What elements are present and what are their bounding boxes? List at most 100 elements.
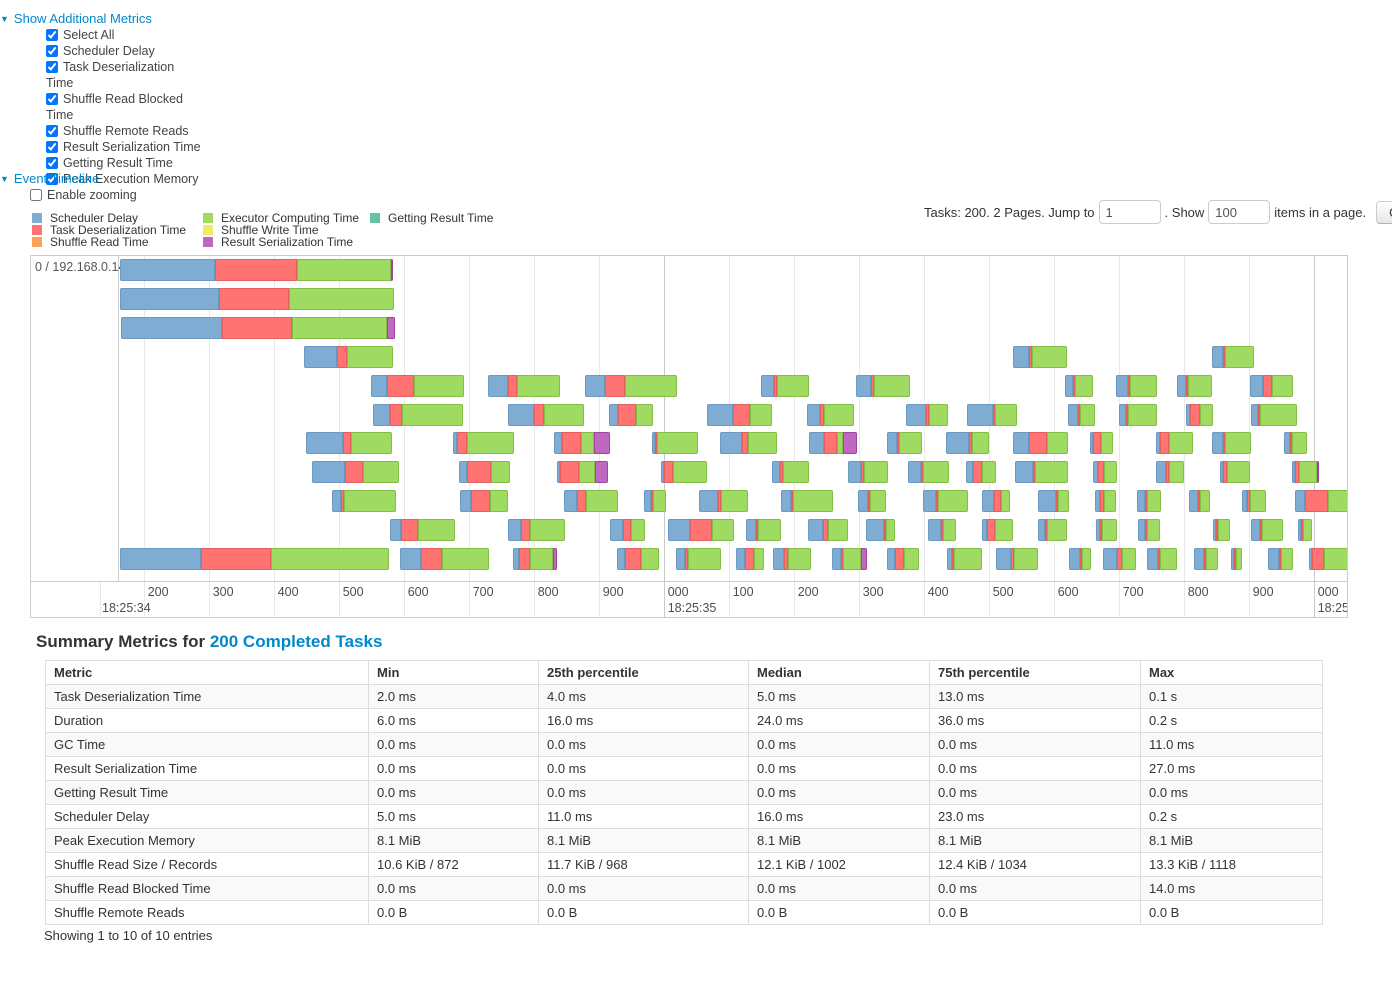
task-bar[interactable]: [487, 375, 561, 397]
jump-to-page-input[interactable]: [1098, 200, 1161, 224]
event-timeline-toggle[interactable]: ▼ Event Timeline: [0, 171, 99, 186]
task-bar[interactable]: [676, 548, 721, 570]
task-bar[interactable]: [1038, 490, 1069, 512]
task-bar[interactable]: [735, 548, 764, 570]
task-bar[interactable]: [121, 317, 395, 339]
task-bar[interactable]: [945, 432, 990, 454]
task-bar[interactable]: [1013, 432, 1068, 454]
task-bar[interactable]: [1102, 548, 1137, 570]
items-per-page-input[interactable]: [1208, 200, 1271, 224]
metric-checkbox[interactable]: [46, 29, 58, 41]
task-bar[interactable]: [905, 404, 949, 426]
task-bar[interactable]: [660, 461, 708, 483]
task-bar[interactable]: [808, 519, 849, 541]
metric-checkbox[interactable]: [46, 141, 58, 153]
task-bar[interactable]: [120, 548, 390, 570]
task-bar[interactable]: [1188, 490, 1211, 512]
task-bar[interactable]: [966, 461, 996, 483]
task-bar[interactable]: [1219, 461, 1251, 483]
task-bar[interactable]: [120, 288, 394, 310]
task-bar[interactable]: [1291, 461, 1319, 483]
metric-checkbox[interactable]: [46, 93, 58, 105]
task-bar[interactable]: [390, 519, 456, 541]
task-bar[interactable]: [832, 548, 868, 570]
go-button[interactable]: Go: [1376, 200, 1392, 224]
task-bar[interactable]: [1095, 490, 1116, 512]
task-bar[interactable]: [982, 519, 1013, 541]
task-bar[interactable]: [508, 519, 565, 541]
task-bar[interactable]: [1297, 519, 1312, 541]
task-bar[interactable]: [720, 432, 778, 454]
task-bar[interactable]: [1156, 461, 1185, 483]
task-bar[interactable]: [855, 375, 911, 397]
task-bar[interactable]: [982, 490, 1011, 512]
task-bar[interactable]: [305, 432, 393, 454]
task-bar[interactable]: [781, 490, 834, 512]
task-bar[interactable]: [1250, 519, 1284, 541]
task-bar[interactable]: [1250, 375, 1294, 397]
task-bar[interactable]: [1093, 461, 1118, 483]
task-bar[interactable]: [1068, 404, 1096, 426]
metric-checkbox-item[interactable]: Getting Result Time: [46, 155, 206, 171]
task-bar[interactable]: [1268, 548, 1293, 570]
metric-checkbox-item[interactable]: Peak Execution Memory: [46, 171, 206, 187]
completed-tasks-link[interactable]: 200 Completed Tasks: [209, 632, 383, 651]
metric-checkbox-item[interactable]: Shuffle Read Blocked Time: [46, 91, 206, 123]
metric-checkbox[interactable]: [46, 173, 58, 185]
task-bar[interactable]: [1137, 519, 1161, 541]
task-bar[interactable]: [1213, 519, 1230, 541]
task-bar[interactable]: [585, 375, 677, 397]
task-bar[interactable]: [771, 461, 810, 483]
task-bar[interactable]: [865, 519, 895, 541]
task-bar[interactable]: [507, 404, 585, 426]
metric-checkbox-item[interactable]: Select All: [46, 27, 206, 43]
task-bar[interactable]: [760, 375, 810, 397]
enable-zooming-option[interactable]: Enable zooming: [30, 188, 137, 202]
task-bar[interactable]: [1242, 490, 1267, 512]
task-bar[interactable]: [1156, 432, 1194, 454]
task-bar[interactable]: [1096, 519, 1117, 541]
task-bar[interactable]: [1185, 404, 1213, 426]
task-bar[interactable]: [907, 461, 949, 483]
task-bar[interactable]: [706, 404, 773, 426]
task-bar[interactable]: [652, 432, 698, 454]
task-bar[interactable]: [1013, 346, 1068, 368]
task-bar[interactable]: [807, 404, 855, 426]
task-bar[interactable]: [1212, 432, 1251, 454]
metric-checkbox-item[interactable]: Result Serialization Time: [46, 139, 206, 155]
task-bar[interactable]: [304, 346, 394, 368]
task-bar[interactable]: [947, 548, 983, 570]
task-bar[interactable]: [1065, 375, 1094, 397]
task-bar[interactable]: [887, 432, 923, 454]
task-bar[interactable]: [643, 490, 667, 512]
task-bar[interactable]: [553, 432, 611, 454]
metric-checkbox[interactable]: [46, 45, 58, 57]
task-bar[interactable]: [886, 548, 920, 570]
metric-checkbox-item[interactable]: Shuffle Remote Reads: [46, 123, 206, 139]
timeline-plot-area[interactable]: [119, 256, 1347, 581]
metric-checkbox[interactable]: [46, 125, 58, 137]
task-bar[interactable]: [1212, 346, 1254, 368]
task-bar[interactable]: [1116, 375, 1158, 397]
task-bar[interactable]: [1294, 490, 1347, 512]
task-bar[interactable]: [966, 404, 1017, 426]
task-bar[interactable]: [1230, 548, 1243, 570]
task-bar[interactable]: [332, 490, 397, 512]
task-bar[interactable]: [557, 461, 609, 483]
task-bar[interactable]: [923, 490, 968, 512]
task-bar[interactable]: [1147, 548, 1178, 570]
task-bar[interactable]: [372, 404, 464, 426]
task-bar[interactable]: [1069, 548, 1092, 570]
task-bar[interactable]: [120, 259, 393, 281]
task-bar[interactable]: [1177, 375, 1213, 397]
task-bar[interactable]: [667, 519, 734, 541]
task-bar[interactable]: [399, 548, 489, 570]
task-bar[interactable]: [847, 461, 888, 483]
metric-checkbox-item[interactable]: Scheduler Delay: [46, 43, 206, 59]
task-bar[interactable]: [616, 548, 660, 570]
task-bar[interactable]: [746, 519, 782, 541]
task-bar[interactable]: [564, 490, 618, 512]
task-bar[interactable]: [1193, 548, 1219, 570]
task-bar[interactable]: [512, 548, 557, 570]
task-bar[interactable]: [995, 548, 1039, 570]
